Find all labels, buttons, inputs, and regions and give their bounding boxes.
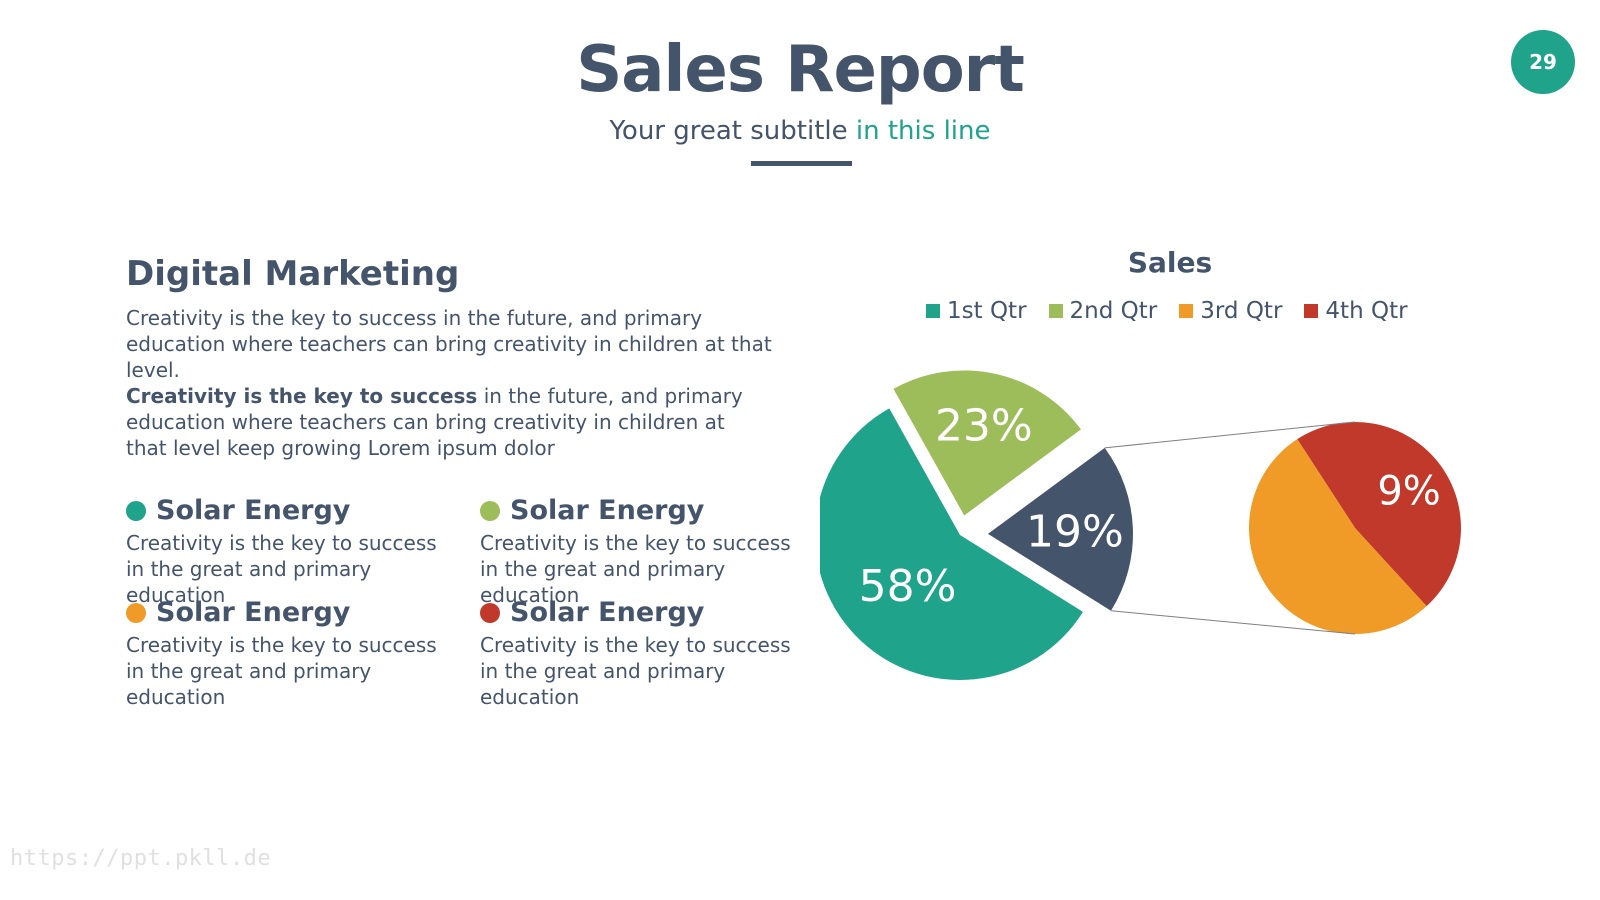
feature-item: Solar Energy Creativity is the key to su… [126,494,456,608]
feature-title: Solar Energy [510,597,705,628]
watermark: https://ppt.pkll.de [10,846,272,871]
slice-label: 19% [1026,507,1124,558]
legend-item: 4th Qtr [1304,298,1408,324]
slide-title: Sales Report [576,33,1025,107]
slice-label: 9% [1377,468,1440,514]
chart-legend: 1st Qtr 2nd Qtr 3rd Qtr 4th Qtr [926,298,1408,324]
feature-item: Solar Energy Creativity is the key to su… [480,494,810,608]
subtitle-text: Your great subtitle [609,116,848,146]
feature-item: Solar Energy Creativity is the key to su… [126,596,456,710]
sub-pie-slice [1297,421,1461,607]
pie-slice [893,370,1081,516]
feature-description: Creativity is the key to success in the … [126,633,437,709]
slice-label: 23% [935,401,1033,452]
subtitle-accent: in this line [855,116,991,146]
detail-paragraph-bold: Creativity is the key to success [126,384,478,408]
feature-description: Creativity is the key to success in the … [480,531,791,607]
bullet-dot-icon [480,603,500,623]
slide-subtitle: Your great subtitle in this line [0,116,1600,147]
slice-label: 58% [859,561,957,612]
legend-swatch [1304,304,1319,318]
pie-slice [820,408,1083,680]
legend-item: 2nd Qtr [1048,298,1158,324]
legend-label: 3rd Qtr [1200,298,1283,324]
legend-label: 1st Qtr [947,298,1027,324]
page-number-badge: 29 [1511,30,1575,94]
legend-label: 4th Qtr [1325,298,1408,324]
bullet-dot-icon [126,603,146,623]
bullet-dot-icon [480,501,500,521]
section-heading: Digital Marketing [126,254,460,294]
feature-description: Creativity is the key to success in the … [480,633,791,709]
legend-item: 3rd Qtr [1179,298,1282,324]
detail-paragraph-rest: in the future, and primary education whe… [126,384,743,460]
sub-pie-slice [1249,439,1427,634]
legend-item: 1st Qtr [926,298,1027,324]
feature-title: Solar Energy [156,495,351,526]
legend-label: 2nd Qtr [1069,298,1158,324]
connector-line [1104,421,1356,449]
legend-swatch [1048,304,1063,318]
chart-title: Sales [1127,246,1213,279]
title-underline [751,161,852,166]
pie-of-pie-chart: 58% 23% 19% 9% [820,370,1461,680]
detail-paragraph: Creativity is the key to success in the … [126,383,746,461]
pie-slice [987,447,1133,611]
feature-title: Solar Energy [510,495,705,526]
connector-line [1110,610,1356,635]
feature-title: Solar Energy [156,597,351,628]
legend-swatch [926,304,940,318]
bullet-dot-icon [126,501,146,521]
intro-paragraph: Creativity is the key to success in the … [126,306,772,382]
feature-item: Solar Energy Creativity is the key to su… [480,596,810,710]
legend-swatch [1179,304,1194,318]
feature-description: Creativity is the key to success in the … [126,531,437,607]
